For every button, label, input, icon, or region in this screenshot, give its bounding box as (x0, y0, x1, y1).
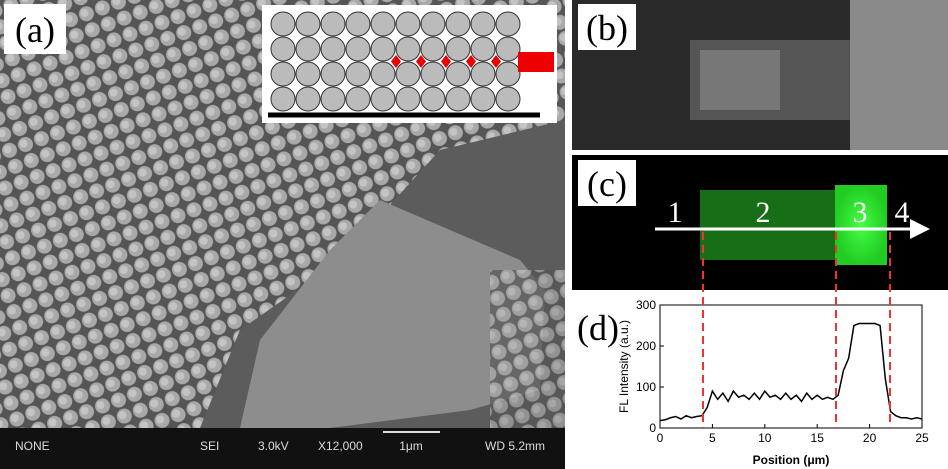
inset-light-spot (491, 55, 501, 68)
y-tick-label: 300 (636, 298, 656, 312)
x-tick-label: 20 (863, 431, 877, 445)
inset-sphere (445, 36, 471, 62)
inset-light-spot (416, 55, 426, 68)
x-tick-label: 5 (709, 431, 716, 445)
inset-sphere (420, 36, 446, 62)
x-axis-title: Position (μm) (753, 453, 830, 467)
panel-label: (d) (577, 308, 619, 348)
panel-label: (b) (586, 8, 628, 48)
sphere-cluster (490, 270, 565, 428)
region-label: 1 (668, 196, 683, 229)
panel-label: (c) (587, 164, 627, 204)
sem-info: NONE (15, 439, 50, 453)
x-tick-label: 15 (811, 431, 825, 445)
plot-area (659, 304, 923, 429)
arrow-head (910, 219, 930, 239)
inset-sphere (295, 11, 321, 37)
y-tick-label: 100 (636, 380, 656, 394)
inset-sphere (470, 36, 496, 62)
y-axis-title: FL Intensity (a.u.) (617, 320, 631, 413)
inset-sphere (445, 61, 471, 87)
inset-sphere (345, 86, 371, 112)
inset-sphere (445, 11, 471, 37)
sem-info: WD 5.2mm (485, 439, 545, 453)
green-region (835, 185, 887, 265)
inset-sphere (270, 86, 296, 112)
label-box (578, 4, 636, 50)
inset-sphere (320, 11, 346, 37)
region-label: 4 (895, 196, 910, 229)
inset-sphere (370, 86, 396, 112)
sem-info: 1μm (399, 439, 423, 453)
x-tick-label: 25 (915, 431, 929, 445)
label-box (578, 160, 636, 206)
inset-sphere (470, 61, 496, 87)
inset-sphere (270, 36, 296, 62)
inset-sphere (495, 11, 521, 37)
inset-sphere (495, 86, 521, 112)
inset-sphere (320, 36, 346, 62)
inset-sphere (420, 86, 446, 112)
panel-label: (a) (15, 10, 55, 50)
bright-region (850, 0, 948, 150)
substrate-block (240, 200, 545, 428)
inset-sphere (420, 61, 446, 87)
inset-sphere (320, 86, 346, 112)
region-label: 3 (853, 196, 868, 229)
label-box (4, 4, 66, 54)
y-tick-label: 200 (636, 339, 656, 353)
inset-sphere (395, 36, 421, 62)
inset-sphere (370, 11, 396, 37)
inset-light-spot (441, 55, 451, 68)
region-label: 2 (756, 196, 771, 229)
sem-info-bar (0, 428, 565, 469)
sem-info: 3.0kV (258, 439, 289, 453)
inset-sphere (395, 11, 421, 37)
inset-light-spot (391, 55, 401, 68)
inset-sphere (270, 11, 296, 37)
inset-sphere (345, 36, 371, 62)
inset-sphere (345, 61, 371, 87)
x-tick-label: 10 (758, 431, 772, 445)
inset-sphere (470, 86, 496, 112)
inset-sphere (270, 61, 296, 87)
x-tick-label: 0 (657, 431, 664, 445)
inset-sphere (320, 61, 346, 87)
inset-light-spot (466, 55, 476, 68)
inset-sphere (395, 61, 421, 87)
inset-sphere (295, 61, 321, 87)
sem-info: SEI (200, 439, 219, 453)
inset-sphere (395, 86, 421, 112)
inset-sphere (295, 36, 321, 62)
green-region (700, 190, 840, 260)
inset-light (518, 52, 554, 72)
inset-sphere (495, 61, 521, 87)
inset-sphere (370, 36, 396, 62)
inset-sphere (445, 86, 471, 112)
inset-sphere (470, 11, 496, 37)
data-line (659, 322, 923, 422)
inset-sphere (495, 36, 521, 62)
y-tick-label: 0 (649, 421, 656, 435)
inset-sphere (345, 11, 371, 37)
inset-sphere (370, 61, 396, 87)
bright-region (700, 50, 780, 110)
inset-sphere (420, 11, 446, 37)
sem-info: X12,000 (318, 439, 363, 453)
inset-sphere (295, 86, 321, 112)
